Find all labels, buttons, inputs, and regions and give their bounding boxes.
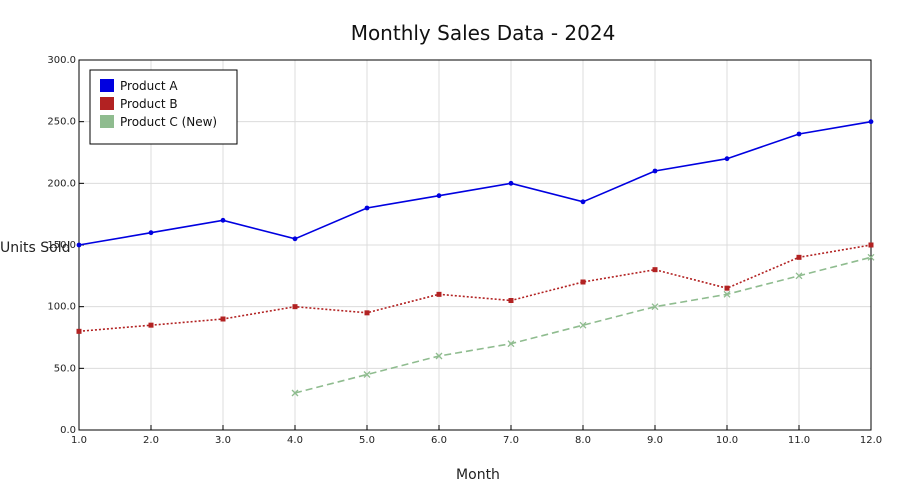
x-tick-label: 7.0 xyxy=(503,435,519,446)
x-tick-label: 6.0 xyxy=(431,435,447,446)
data-point xyxy=(292,304,298,310)
data-point xyxy=(220,217,226,223)
x-tick-label: 2.0 xyxy=(143,435,159,446)
data-point xyxy=(652,267,658,273)
data-point xyxy=(579,321,587,329)
x-tick-label: 11.0 xyxy=(788,435,810,446)
series-layer xyxy=(76,119,875,397)
y-tick-label: 50.0 xyxy=(54,363,76,374)
legend-swatch xyxy=(100,97,114,110)
data-point xyxy=(148,230,154,236)
data-point xyxy=(868,242,874,248)
x-tick-label: 9.0 xyxy=(647,435,663,446)
data-point xyxy=(867,253,875,261)
series-3 xyxy=(291,253,875,397)
x-tick-label: 10.0 xyxy=(716,435,738,446)
y-tick-label: 0.0 xyxy=(60,425,76,436)
data-point xyxy=(795,272,803,280)
data-point xyxy=(580,199,586,205)
y-tick-label: 250.0 xyxy=(47,117,76,128)
data-point xyxy=(364,205,370,211)
data-point xyxy=(507,340,515,348)
data-point xyxy=(291,389,299,397)
data-point xyxy=(508,298,514,303)
data-point xyxy=(796,131,802,137)
data-point xyxy=(436,193,442,199)
y-axis-label: Units Sold xyxy=(0,240,70,256)
data-point xyxy=(724,285,730,291)
legend-box xyxy=(89,69,238,145)
series-line xyxy=(78,244,872,333)
data-point xyxy=(76,328,82,334)
data-point xyxy=(580,279,586,285)
x-tick-label: 3.0 xyxy=(215,435,231,446)
x-tick-label: 12.0 xyxy=(860,435,882,446)
data-point xyxy=(508,180,514,186)
y-tick-label: 150.0 xyxy=(47,240,76,251)
legend-swatch xyxy=(100,79,114,92)
legend: Product A Product B Product C (New) xyxy=(89,69,238,145)
data-point xyxy=(652,168,658,174)
series-1 xyxy=(76,119,874,248)
data-point xyxy=(723,290,731,298)
data-point xyxy=(796,254,802,260)
y-tick-label: 200.0 xyxy=(47,178,76,189)
legend-swatch xyxy=(100,115,114,128)
chart-title: Monthly Sales Data - 2024 xyxy=(351,21,616,45)
data-point xyxy=(364,310,370,316)
y-tick-label: 300.0 xyxy=(47,55,76,66)
data-point xyxy=(292,236,298,242)
data-point xyxy=(148,322,154,328)
legend-entry: Product C (New) xyxy=(120,115,217,129)
data-point xyxy=(651,303,659,311)
data-point xyxy=(724,156,730,162)
x-tick-label: 1.0 xyxy=(71,435,87,446)
x-axis-label: Month xyxy=(456,467,500,483)
x-tick-label: 4.0 xyxy=(287,435,303,446)
x-tick-label: 5.0 xyxy=(359,435,375,446)
legend-entry: Product A xyxy=(120,79,178,93)
data-point xyxy=(868,119,874,125)
x-tick-label: 8.0 xyxy=(575,435,591,446)
x-axis: 1.0 2.0 3.0 4.0 5.0 6.0 7.0 8.0 9.0 10.0 11.0 12.0 xyxy=(71,425,882,446)
data-point xyxy=(76,242,82,248)
series-line xyxy=(294,256,872,394)
data-point xyxy=(436,291,442,297)
series-2 xyxy=(76,242,874,334)
data-point xyxy=(435,352,443,360)
data-point xyxy=(363,371,371,378)
data-point xyxy=(220,316,226,322)
legend-entry: Product B xyxy=(120,97,178,111)
series-line xyxy=(78,120,872,246)
y-tick-label: 100.0 xyxy=(47,302,76,313)
